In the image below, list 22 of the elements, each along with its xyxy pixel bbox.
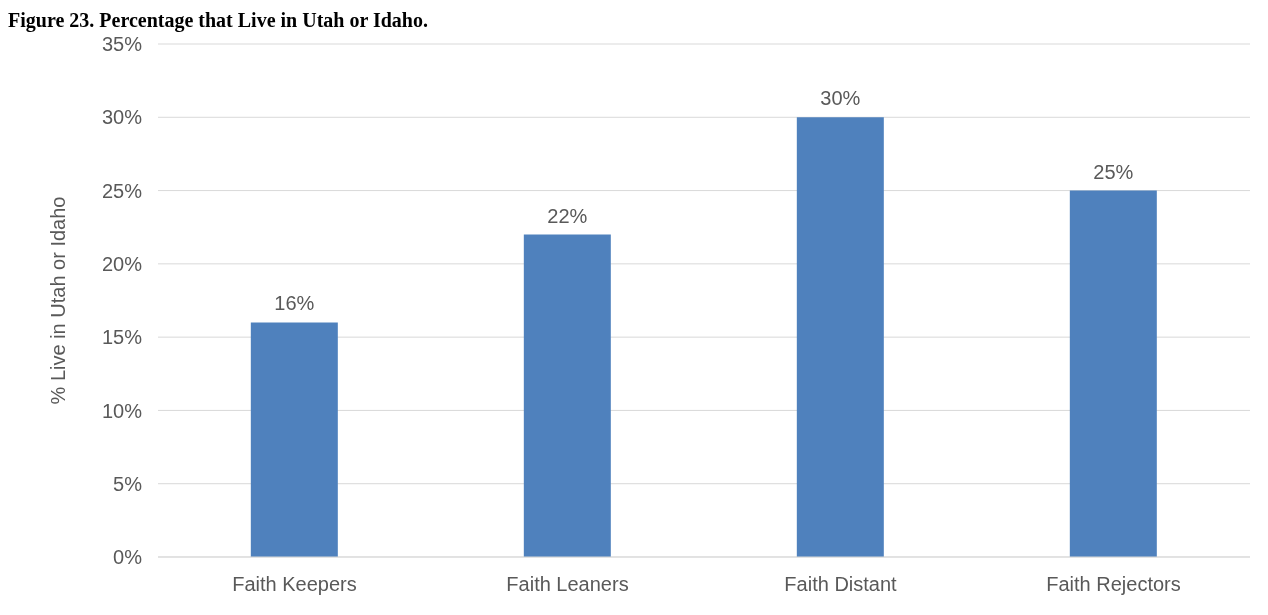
bar <box>250 322 338 557</box>
x-tick-label: Faith Rejectors <box>1046 573 1181 596</box>
y-tick-label: 30% <box>101 106 143 129</box>
y-tick-label: 20% <box>101 252 143 275</box>
y-tick-label: 0% <box>113 546 143 569</box>
y-tick-label: 25% <box>101 179 143 202</box>
x-tick-label: Faith Leaners <box>506 573 629 596</box>
y-tick-label: 15% <box>101 326 143 349</box>
y-axis-title: % Live in Utah or Idaho <box>47 196 70 405</box>
chart-title: Figure 23. Percentage that Live in Utah or Idaho. <box>8 8 429 32</box>
bar <box>523 234 611 557</box>
data-label: 16% <box>274 292 315 315</box>
y-tick-label: 35% <box>101 33 143 56</box>
data-label: 30% <box>820 87 861 110</box>
x-tick-label: Faith Distant <box>784 573 898 596</box>
bar <box>796 117 884 557</box>
y-tick-label: 5% <box>113 472 143 495</box>
x-tick-label: Faith Keepers <box>232 573 357 596</box>
y-tick-label: 10% <box>101 399 143 422</box>
data-label: 22% <box>547 204 588 227</box>
data-label: 25% <box>1093 160 1134 183</box>
bar <box>1069 190 1157 557</box>
